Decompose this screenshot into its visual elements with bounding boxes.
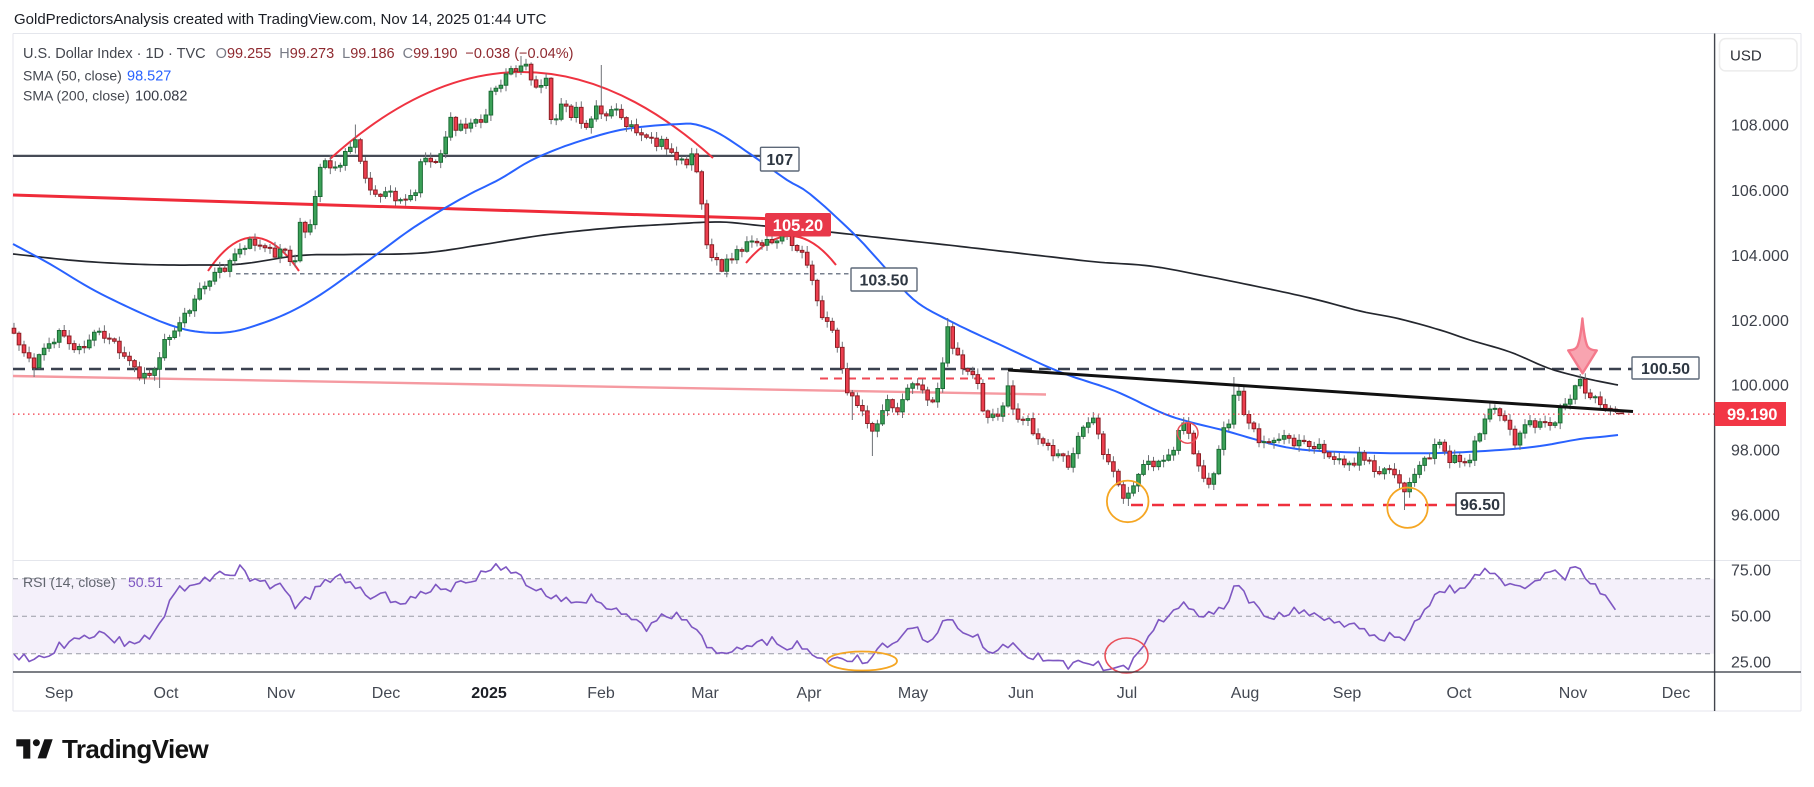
svg-text:96.50: 96.50 <box>1460 497 1500 514</box>
svg-text:Apr: Apr <box>797 685 823 702</box>
svg-text:Nov: Nov <box>1559 685 1587 702</box>
svg-text:107: 107 <box>766 152 793 169</box>
svg-text:103.50: 103.50 <box>860 272 909 289</box>
svg-text:GoldPredictorsAnalysis created: GoldPredictorsAnalysis created with Trad… <box>14 11 547 28</box>
svg-text:50.00: 50.00 <box>1731 609 1771 626</box>
svg-text:SMA (50, close): SMA (50, close) <box>23 68 122 84</box>
svg-text:Oct: Oct <box>1447 685 1472 702</box>
svg-text:Jun: Jun <box>1008 685 1034 702</box>
svg-text:Feb: Feb <box>587 685 615 702</box>
svg-text:Sep: Sep <box>45 685 74 702</box>
svg-text:99.190: 99.190 <box>1727 406 1777 424</box>
svg-text:Jul: Jul <box>1117 685 1137 702</box>
svg-text:Aug: Aug <box>1231 685 1259 702</box>
svg-text:2025: 2025 <box>471 685 507 702</box>
svg-text:98.527: 98.527 <box>127 69 171 85</box>
svg-text:May: May <box>898 685 928 702</box>
svg-text:50.51: 50.51 <box>128 574 163 590</box>
svg-text:104.000: 104.000 <box>1731 248 1789 265</box>
svg-text:100.50: 100.50 <box>1641 361 1690 378</box>
svg-text:Sep: Sep <box>1333 685 1362 702</box>
svg-text:108.000: 108.000 <box>1731 118 1789 135</box>
svg-text:100.082: 100.082 <box>135 89 187 105</box>
svg-text:USD: USD <box>1730 48 1762 65</box>
svg-text:98.000: 98.000 <box>1731 443 1780 460</box>
svg-text:Oct: Oct <box>154 685 179 702</box>
svg-text:Dec: Dec <box>372 685 400 702</box>
svg-text:102.000: 102.000 <box>1731 313 1789 330</box>
svg-text:TradingView: TradingView <box>62 734 209 764</box>
svg-text:75.00: 75.00 <box>1731 563 1771 580</box>
svg-text:100.000: 100.000 <box>1731 378 1789 395</box>
svg-text:RSI (14, close): RSI (14, close) <box>23 574 116 590</box>
svg-text:Dec: Dec <box>1662 685 1690 702</box>
svg-text:Nov: Nov <box>267 685 295 702</box>
svg-text:105.20: 105.20 <box>773 217 823 235</box>
svg-text:Mar: Mar <box>691 685 719 702</box>
svg-text:SMA (200, close): SMA (200, close) <box>23 88 130 104</box>
svg-text:106.000: 106.000 <box>1731 183 1789 200</box>
svg-text:25.00: 25.00 <box>1731 655 1771 672</box>
svg-text:96.000: 96.000 <box>1731 508 1780 525</box>
